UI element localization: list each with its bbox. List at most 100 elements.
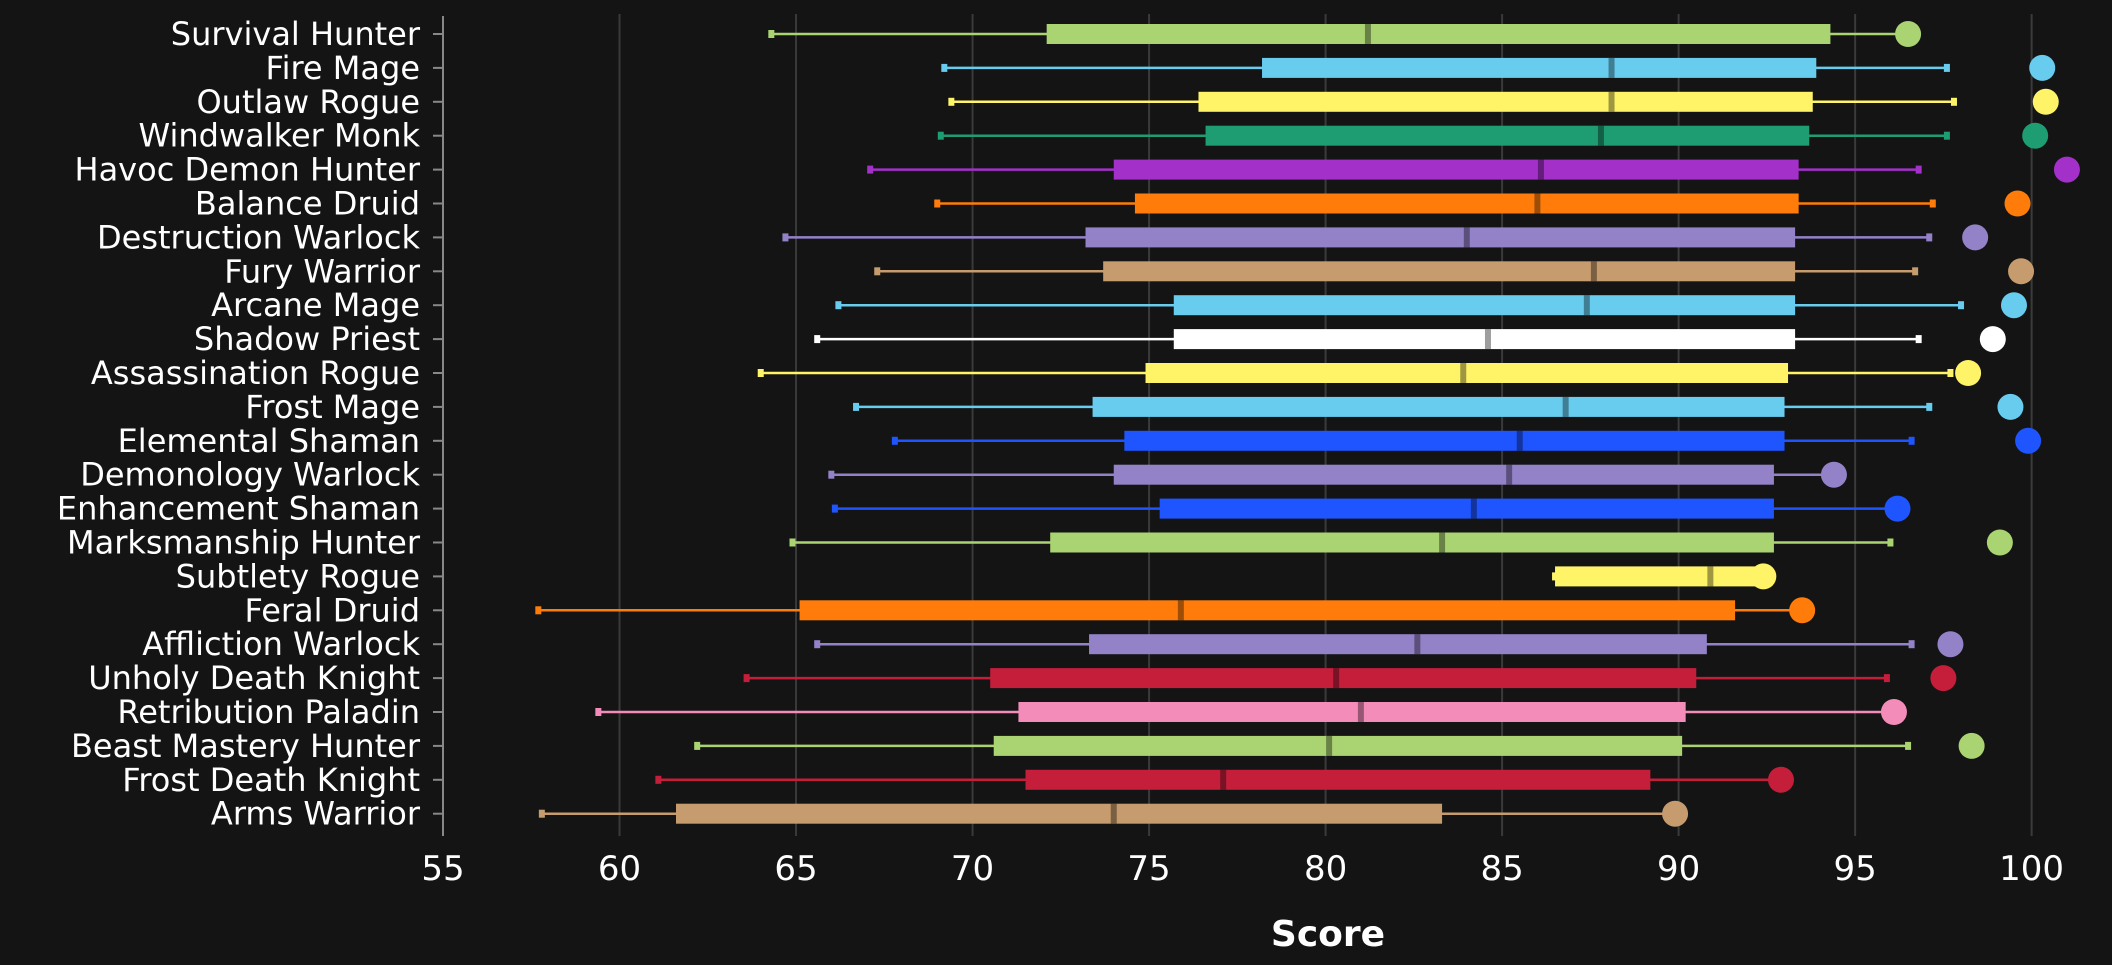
box-survival-hunter xyxy=(768,21,1922,47)
category-label-unholy-death-knight: Unholy Death Knight xyxy=(88,659,420,697)
median-mark-havoc-demon-hunter xyxy=(1537,159,1544,180)
median-mark-outlaw-rogue xyxy=(1608,91,1615,112)
max-point-arms-warrior xyxy=(1662,800,1689,827)
max-point-arcane-mage xyxy=(2000,292,2027,319)
category-label-affliction-warlock: Affliction Warlock xyxy=(142,625,420,663)
max-point-unholy-death-knight xyxy=(1930,665,1957,692)
iqr-box-affliction-warlock xyxy=(1089,634,1707,655)
whisker-low-cap-arcane-mage xyxy=(835,301,842,310)
whisker-high-cap-fury-warrior xyxy=(1912,267,1919,276)
whisker-low-cap-fire-mage xyxy=(941,63,948,72)
iqr-box-windwalker-monk xyxy=(1205,125,1810,146)
whisker-low-cap-assassination-rogue xyxy=(757,369,764,377)
iqr-box-retribution-paladin xyxy=(1018,702,1686,722)
box-fire-mage xyxy=(941,54,2056,81)
max-point-beast-mastery-hunter xyxy=(1958,732,1985,759)
max-point-frost-mage xyxy=(1997,393,2024,420)
iqr-box-feral-druid xyxy=(799,600,1736,621)
whisker-low-cap-frost-death-knight xyxy=(655,775,662,784)
whisker-low-cap-elemental-shaman xyxy=(891,436,898,445)
iqr-box-unholy-death-knight xyxy=(990,668,1697,689)
box-windwalker-monk xyxy=(937,122,2049,149)
box-frost-death-knight xyxy=(655,766,1794,793)
whisker-high-cap-arcane-mage xyxy=(1958,301,1965,310)
whisker-high-cap-unholy-death-knight xyxy=(1883,674,1890,683)
max-point-balance-druid xyxy=(2004,190,2031,217)
box-enhancement-shaman xyxy=(831,495,1911,522)
category-label-elemental-shaman: Elemental Shaman xyxy=(118,422,420,460)
category-label-arcane-mage: Arcane Mage xyxy=(211,286,420,324)
iqr-box-shadow-priest xyxy=(1173,329,1796,350)
category-label-subtlety-rogue: Subtlety Rogue xyxy=(176,557,420,595)
whisker-low-cap-affliction-warlock xyxy=(814,640,821,649)
max-point-survival-hunter xyxy=(1895,21,1922,47)
whisker-high-cap-shadow-priest xyxy=(1915,335,1922,344)
category-label-outlaw-rogue: Outlaw Rogue xyxy=(196,83,420,121)
box-unholy-death-knight xyxy=(743,665,1957,692)
max-point-fire-mage xyxy=(2029,54,2056,81)
iqr-box-havoc-demon-hunter xyxy=(1113,159,1799,180)
max-point-windwalker-monk xyxy=(2022,122,2049,149)
median-mark-marksmanship-hunter xyxy=(1439,532,1446,553)
category-label-fury-warrior: Fury Warrior xyxy=(224,252,421,290)
median-mark-survival-hunter xyxy=(1364,24,1371,44)
x-tick-label-85: 85 xyxy=(1480,849,1523,889)
whisker-high-cap-elemental-shaman xyxy=(1908,436,1915,445)
box-shadow-priest xyxy=(814,326,2006,353)
median-mark-unholy-death-knight xyxy=(1333,668,1340,689)
iqr-box-arms-warrior xyxy=(676,803,1443,824)
category-label-enhancement-shaman: Enhancement Shaman xyxy=(57,490,420,528)
median-mark-enhancement-shaman xyxy=(1470,498,1477,519)
category-label-marksmanship-hunter: Marksmanship Hunter xyxy=(67,524,421,562)
median-mark-subtlety-rogue xyxy=(1707,566,1714,587)
box-retribution-paladin xyxy=(595,699,1907,725)
max-point-enhancement-shaman xyxy=(1884,495,1911,522)
median-mark-arms-warrior xyxy=(1110,803,1117,824)
median-mark-frost-mage xyxy=(1562,396,1569,417)
whisker-high-cap-assassination-rogue xyxy=(1947,369,1954,377)
category-label-havoc-demon-hunter: Havoc Demon Hunter xyxy=(75,151,421,189)
whisker-high-cap-frost-mage xyxy=(1926,402,1933,411)
category-label-survival-hunter: Survival Hunter xyxy=(171,15,421,53)
whisker-high-cap-windwalker-monk xyxy=(1943,131,1950,140)
whisker-low-cap-fury-warrior xyxy=(874,267,881,276)
iqr-box-subtlety-rogue xyxy=(1555,566,1764,587)
whisker-low-cap-shadow-priest xyxy=(814,335,821,344)
x-tick-label-60: 60 xyxy=(598,849,641,889)
category-label-retribution-paladin: Retribution Paladin xyxy=(117,693,420,731)
iqr-box-arcane-mage xyxy=(1173,295,1796,316)
median-mark-elemental-shaman xyxy=(1516,430,1523,451)
box-feral-druid xyxy=(535,597,1816,624)
box-fury-warrior xyxy=(874,258,2035,285)
category-label-windwalker-monk: Windwalker Monk xyxy=(139,117,421,155)
median-mark-feral-druid xyxy=(1177,600,1184,621)
max-point-havoc-demon-hunter xyxy=(2053,156,2080,183)
box-arms-warrior xyxy=(538,800,1689,827)
median-mark-frost-death-knight xyxy=(1220,769,1227,790)
category-label-frost-death-knight: Frost Death Knight xyxy=(122,761,420,799)
whisker-high-cap-affliction-warlock xyxy=(1908,640,1915,649)
iqr-box-marksmanship-hunter xyxy=(1050,532,1774,553)
iqr-box-demonology-warlock xyxy=(1113,464,1774,485)
whisker-high-cap-beast-mastery-hunter xyxy=(1905,741,1912,750)
median-mark-demonology-warlock xyxy=(1506,464,1513,485)
x-tick-label-70: 70 xyxy=(951,849,994,889)
iqr-box-assassination-rogue xyxy=(1145,363,1789,383)
whisker-low-cap-frost-mage xyxy=(853,402,860,411)
box-beast-mastery-hunter xyxy=(694,732,1985,759)
whisker-low-cap-feral-druid xyxy=(535,606,542,615)
whisker-high-cap-havoc-demon-hunter xyxy=(1915,165,1922,174)
whisker-high-cap-destruction-warlock xyxy=(1926,233,1933,242)
box-balance-druid xyxy=(934,190,2031,217)
y-axis xyxy=(433,16,444,836)
max-point-fury-warrior xyxy=(2008,258,2035,285)
box-elemental-shaman xyxy=(891,427,2042,454)
median-mark-balance-druid xyxy=(1534,193,1541,214)
category-label-fire-mage: Fire Mage xyxy=(266,49,421,87)
whisker-low-cap-destruction-warlock xyxy=(782,233,789,242)
max-point-assassination-rogue xyxy=(1955,360,1982,386)
median-mark-affliction-warlock xyxy=(1414,634,1421,655)
x-tick-label-95: 95 xyxy=(1833,849,1876,889)
max-point-shadow-priest xyxy=(1979,326,2006,353)
